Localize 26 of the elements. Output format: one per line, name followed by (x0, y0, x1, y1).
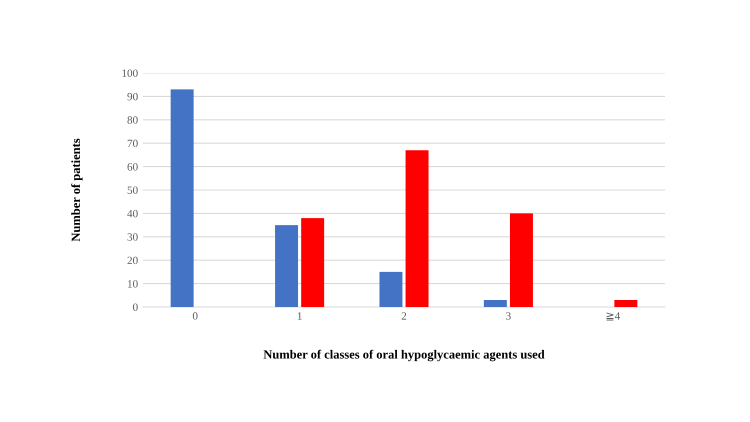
bar (406, 150, 429, 307)
y-tick-label: 80 (127, 116, 138, 124)
bar (614, 300, 638, 307)
y-tick-label: 60 (128, 163, 138, 171)
y-tick-label: 20 (128, 256, 138, 264)
bar (379, 272, 402, 307)
y-tick-label: 90 (127, 92, 138, 100)
bar (301, 218, 324, 307)
x-tick-label: 3 (506, 312, 511, 320)
x-tick-label: 1 (298, 312, 302, 320)
y-tick-label: 100 (122, 69, 138, 77)
y-tick-label: 30 (128, 233, 138, 241)
y-tick-label: 50 (128, 186, 138, 194)
x-tick-label: 2 (402, 312, 406, 320)
y-tick-label: 40 (127, 210, 138, 218)
x-tick-label: 0 (192, 312, 198, 320)
y-tick-label: 10 (128, 280, 138, 288)
bar (484, 300, 507, 307)
y-tick-label: 0 (133, 303, 138, 311)
bar (510, 213, 533, 307)
y-axis-title: Number of patients (71, 138, 83, 242)
x-axis-title: Number of classes of oral hypoglycaemic agents used (264, 350, 545, 362)
x-tick-label: ≧4 (606, 312, 620, 320)
bar (275, 225, 298, 307)
y-tick-label: 70 (128, 140, 138, 148)
bar (170, 89, 194, 307)
